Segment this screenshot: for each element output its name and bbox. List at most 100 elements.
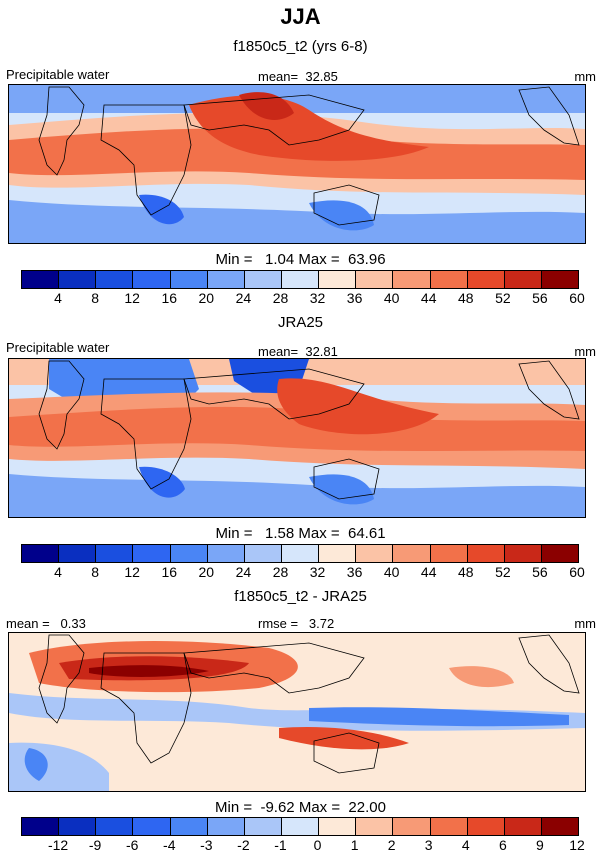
colorbar-swatch: [170, 545, 208, 562]
colorbar-tick-label: 0: [313, 837, 322, 853]
colorbar-swatch: [281, 818, 320, 835]
panel-3-rmse-label: rmse = 3.72: [258, 616, 335, 631]
colorbar-swatch: [541, 271, 579, 288]
panel-3-contour-plot: [9, 633, 585, 791]
colorbar-swatch: [133, 545, 171, 562]
colorbar-swatch: [22, 271, 60, 288]
colorbar-swatch: [170, 271, 208, 288]
colorbar-swatch: [244, 271, 282, 288]
colorbar-tick-label: 8: [91, 564, 100, 580]
colorbar-tick-label: 36: [346, 290, 363, 306]
figure-title: JJA: [280, 4, 321, 29]
colorbar-tick-label: 48: [458, 290, 474, 306]
colorbar-tick-label: 12: [124, 564, 140, 580]
colorbar-swatch: [281, 545, 320, 562]
colorbar-swatch: [319, 545, 357, 562]
panel-2-colorbar: [21, 544, 579, 563]
colorbar-tick-label: 48: [458, 564, 474, 580]
colorbar-swatch: [96, 545, 134, 562]
colorbar-tick-label: -1: [274, 837, 287, 853]
colorbar-swatch: [59, 271, 97, 288]
colorbar-swatch: [96, 271, 134, 288]
panel-3-units-label: mm: [574, 616, 596, 631]
colorbar-swatch: [467, 271, 505, 288]
colorbar-tick-label: -6: [125, 837, 139, 853]
panel-2-colorbar-ticks: 4 8 12 16 20 24 28 32 36 40 44 48 52 56 …: [21, 564, 585, 582]
panel-1-title: f1850c5_t2 (yrs 6-8): [233, 38, 368, 55]
panel-2-map: [8, 358, 586, 518]
colorbar-tick-label: 24: [235, 290, 252, 306]
colorbar-tick-label: 52: [495, 564, 511, 580]
panel-2-units-label: mm: [574, 344, 596, 359]
colorbar-tick-label: 20: [198, 290, 215, 306]
colorbar-tick-label: 52: [495, 290, 511, 306]
colorbar-swatch: [319, 818, 357, 835]
colorbar-tick-label: 4: [54, 290, 62, 306]
colorbar-swatch: [244, 818, 282, 835]
colorbar-swatch: [22, 545, 60, 562]
colorbar-tick-label: 60: [569, 290, 585, 306]
colorbar-tick-label: 12: [569, 837, 585, 853]
colorbar-swatch: [541, 545, 579, 562]
colorbar-tick-label: 9: [536, 837, 544, 853]
colorbar-tick-label: 12: [124, 290, 140, 306]
colorbar-tick-label: 16: [161, 290, 178, 306]
colorbar-swatch: [96, 818, 134, 835]
colorbar-tick-label: 2: [387, 837, 396, 853]
colorbar-tick-label: 24: [235, 564, 252, 580]
colorbar-swatch: [22, 818, 60, 835]
colorbar-tick-label: 40: [383, 290, 400, 306]
colorbar-tick-label: 32: [309, 564, 326, 580]
colorbar-tick-label: 4: [461, 837, 470, 853]
panel-1-colorbar-ticks: 4 8 12 16 20 24 28 32 36 40 44 48 52 56 …: [21, 290, 585, 308]
colorbar-swatch: [133, 818, 171, 835]
colorbar-swatch: [170, 818, 208, 835]
panel-1-variable-label: Precipitable water: [6, 67, 110, 82]
colorbar-tick-label: 16: [161, 564, 178, 580]
colorbar-tick-label: -9: [88, 837, 102, 853]
colorbar-tick-label: 44: [420, 564, 437, 580]
colorbar-swatch: [59, 818, 97, 835]
colorbar-tick-label: -3: [200, 837, 213, 853]
panel-1-min-max: Min = 1.04 Max = 63.96: [215, 251, 386, 268]
colorbar-swatch: [393, 818, 431, 835]
colorbar-swatch: [393, 271, 431, 288]
colorbar-swatch: [207, 271, 245, 288]
colorbar-swatch: [467, 545, 505, 562]
colorbar-tick-label: 28: [272, 564, 289, 580]
colorbar-tick-label: 6: [498, 837, 507, 853]
colorbar-swatch: [467, 818, 505, 835]
colorbar-tick-label: 8: [91, 290, 100, 306]
colorbar-tick-label: -2: [237, 837, 250, 853]
colorbar-swatch: [393, 545, 431, 562]
colorbar-tick-label: 56: [532, 290, 548, 306]
panel-2-contour-plot: [9, 359, 585, 517]
colorbar-swatch: [504, 818, 542, 835]
colorbar-swatch: [504, 545, 542, 562]
colorbar-tick-label: 28: [272, 290, 289, 306]
colorbar-tick-label: 3: [424, 837, 433, 853]
colorbar-tick-label: -12: [47, 837, 69, 853]
colorbar-tick-label: 40: [383, 564, 400, 580]
panel-3-title: f1850c5_t2 - JRA25: [234, 588, 367, 605]
panel-2-variable-label: Precipitable water: [6, 340, 110, 355]
colorbar-tick-label: 20: [198, 564, 215, 580]
panel-2-title: JRA25: [277, 314, 324, 331]
colorbar-tick-label: 56: [532, 564, 548, 580]
colorbar-tick-label: 1: [350, 837, 359, 853]
colorbar-swatch: [430, 545, 468, 562]
panel-2-min-max: Min = 1.58 Max = 64.61: [215, 525, 386, 542]
colorbar-swatch: [319, 271, 357, 288]
panel-1-contour-plot: [9, 85, 585, 243]
colorbar-swatch: [59, 545, 97, 562]
colorbar-swatch: [541, 818, 579, 835]
panel-3-min-max: Min = -9.62 Max = 22.00: [215, 799, 386, 816]
colorbar-tick-label: 44: [420, 290, 437, 306]
colorbar-swatch: [356, 818, 394, 835]
panel-1-mean-label: mean= 32.85: [258, 69, 338, 84]
panel-3-map: [8, 632, 586, 792]
colorbar-swatch: [430, 271, 468, 288]
colorbar-swatch: [430, 818, 468, 835]
panel-1-units-label: mm: [574, 69, 596, 84]
colorbar-swatch: [244, 545, 282, 562]
